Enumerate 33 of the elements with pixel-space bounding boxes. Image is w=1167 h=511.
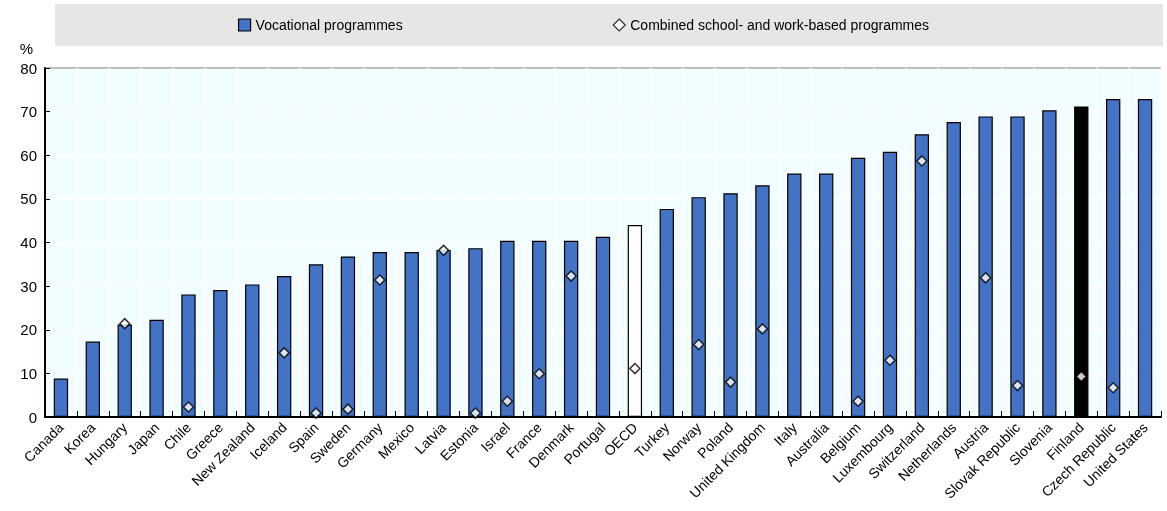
point xyxy=(501,395,514,408)
y-tick-label: 70 xyxy=(20,103,37,121)
point xyxy=(916,155,928,167)
point xyxy=(342,403,354,415)
legend-label: Vocational programmes xyxy=(255,17,403,33)
point xyxy=(756,323,769,335)
point xyxy=(884,354,896,367)
point xyxy=(629,362,641,375)
point xyxy=(278,347,290,359)
point xyxy=(692,338,705,351)
y-axis-title: % xyxy=(19,40,33,57)
point xyxy=(533,368,545,380)
point xyxy=(1107,382,1119,394)
legend-label: Combined school- and work-based programmes xyxy=(630,17,930,33)
point xyxy=(469,407,482,419)
point xyxy=(118,317,131,330)
y-tick-label: 10 xyxy=(20,364,37,382)
y-tick-label: 30 xyxy=(20,277,37,295)
y-tick-label: 40 xyxy=(20,234,37,251)
point xyxy=(852,395,864,408)
point xyxy=(1011,379,1024,392)
y-tick-label: 50 xyxy=(20,190,37,208)
point xyxy=(310,407,322,419)
point xyxy=(724,376,737,388)
y-tick-label: 0 xyxy=(28,408,37,426)
point xyxy=(565,270,577,282)
point xyxy=(182,401,195,413)
point xyxy=(437,244,450,257)
y-tick-label: 20 xyxy=(20,321,37,339)
point xyxy=(979,272,992,284)
y-tick-label: 60 xyxy=(20,146,37,164)
point xyxy=(374,274,386,286)
y-tick-label: 80 xyxy=(20,59,37,77)
